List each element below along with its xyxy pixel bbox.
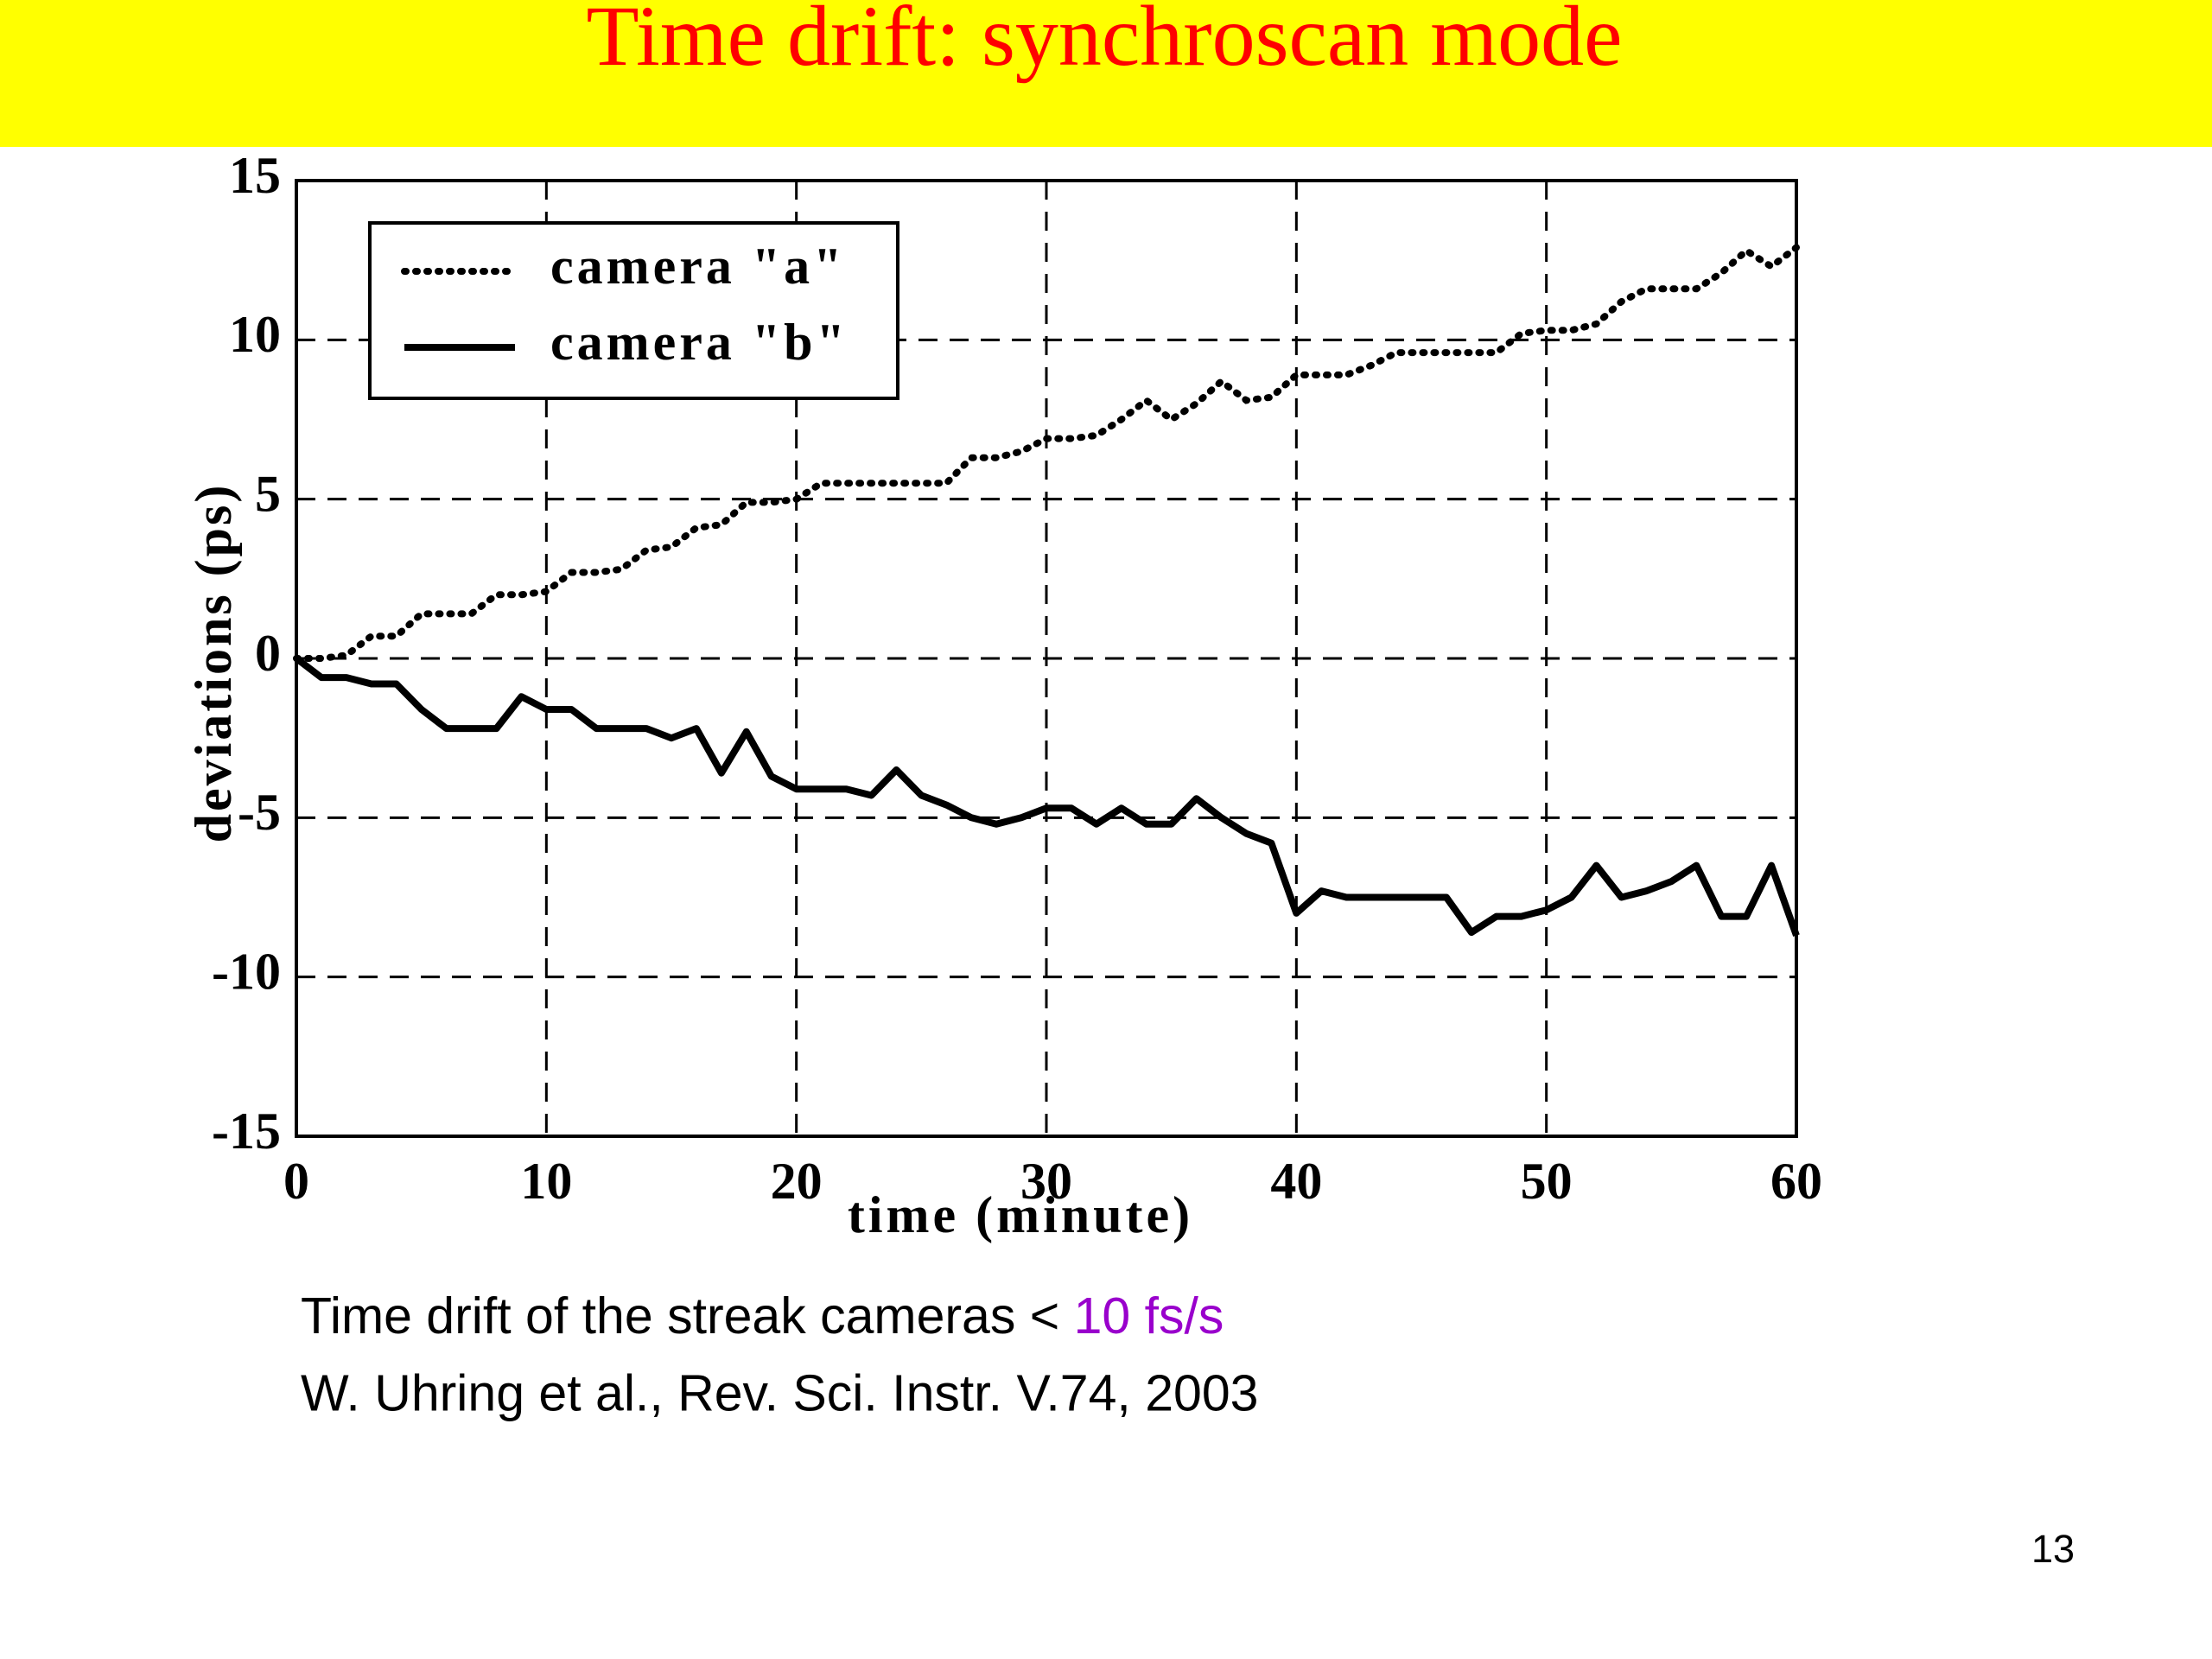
chart: -15 -10 -5 0 5 10 15 0 10 20 30 40 50 60 time (minute)…	[185, 147, 1822, 1243]
slide-title: Time drift: synchroscan mode	[587, 0, 1623, 84]
x-tick-label: 30	[1020, 1153, 1072, 1210]
y-axis-label: deviations (ps)	[185, 483, 242, 843]
y-tick-label: 0	[255, 625, 281, 682]
legend-box	[368, 221, 899, 400]
x-tick-label: 20	[771, 1153, 823, 1210]
x-axis-label: time (minute)	[848, 1186, 1193, 1243]
x-tick-label: 40	[1270, 1153, 1322, 1210]
y-tick-label: 5	[255, 465, 281, 522]
y-tick-label: -15	[212, 1103, 281, 1160]
x-tick-label: 50	[1521, 1153, 1573, 1210]
legend: camera "a" camera "b"	[368, 221, 899, 400]
y-tick-label: 10	[229, 306, 281, 363]
page-number: 13	[2031, 1527, 2075, 1571]
y-tick-label: -10	[212, 943, 281, 1000]
legend-label: camera "b"	[550, 314, 849, 371]
title-bar	[0, 0, 2212, 147]
caption-highlight: 10 fs/s	[1074, 1287, 1224, 1344]
reference: W. Uhring et al., Rev. Sci. Instr. V.74,…	[301, 1365, 1258, 1422]
data-line	[294, 655, 1800, 938]
x-tick-label: 60	[1770, 1153, 1822, 1210]
x-tick-label: 10	[520, 1153, 572, 1210]
y-tick-label: 15	[229, 147, 281, 204]
y-tick-label: -5	[238, 784, 281, 841]
data-line	[293, 244, 1800, 662]
caption: Time drift of the streak cameras < 10 fs…	[301, 1287, 1224, 1344]
x-tick-label: 0	[283, 1153, 309, 1210]
legend-label: camera "a"	[550, 238, 846, 295]
caption-text: Time drift of the streak cameras <	[301, 1287, 1074, 1344]
